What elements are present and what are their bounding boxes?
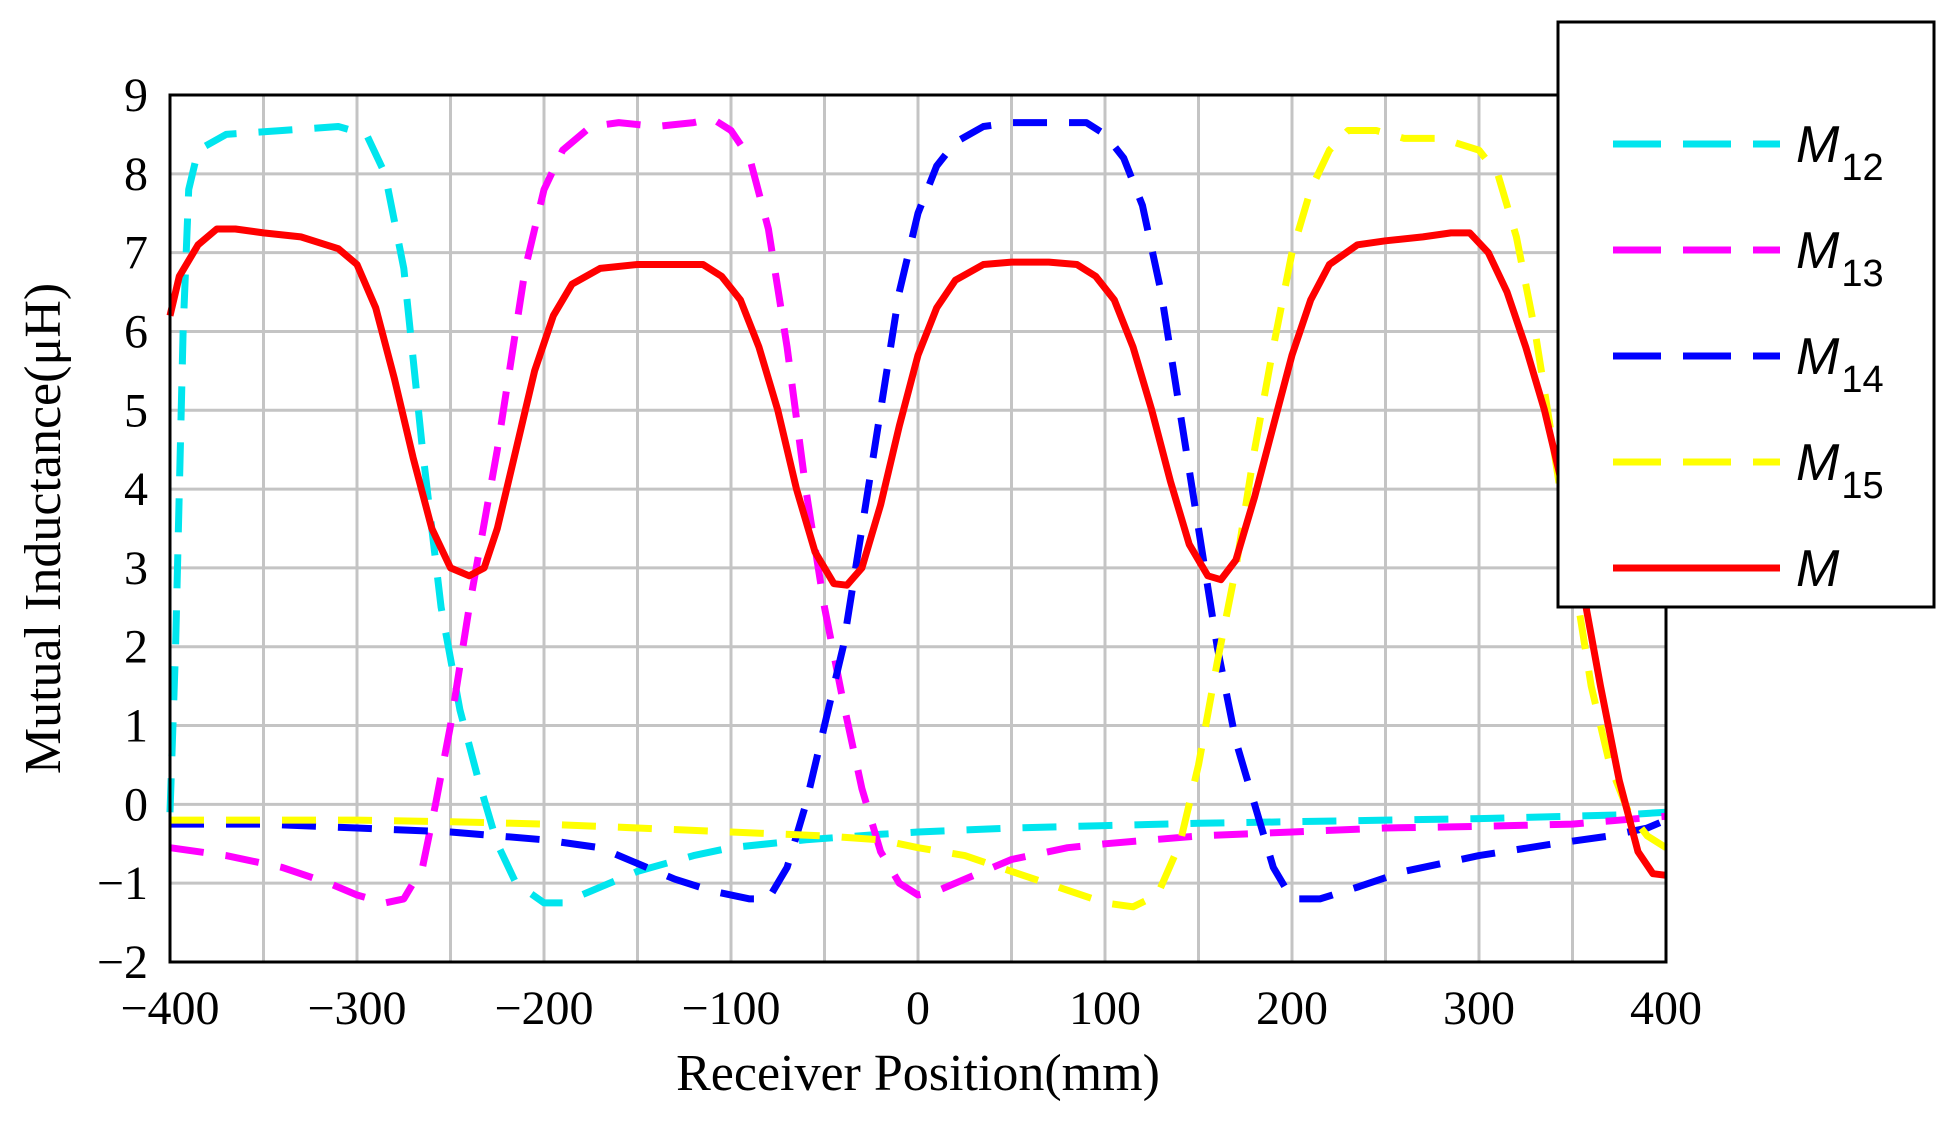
legend-subscript: 14 [1841, 359, 1883, 401]
legend-subscript: 12 [1841, 147, 1883, 189]
y-tick-label: −2 [97, 936, 148, 989]
y-tick-label: 7 [124, 227, 148, 280]
series-line-m12 [166, 123, 1667, 907]
x-tick-label: −300 [307, 982, 406, 1035]
y-tick-label: 9 [124, 69, 148, 122]
legend-subscript: 15 [1841, 465, 1883, 507]
series-line-m14 [170, 119, 1668, 903]
y-tick-label: 1 [124, 700, 148, 753]
series-line-m [166, 225, 1667, 879]
x-tick-label: 400 [1630, 982, 1702, 1035]
grid [168, 93, 1668, 964]
y-tick-label: 6 [124, 305, 148, 358]
x-axis-ticks: −400 −300 −200 −100 0 100 200 300 400 [120, 982, 1702, 1035]
series-line-m13 [169, 115, 1667, 907]
y-axis-title: Mutual Inductance(μH) [15, 283, 72, 774]
y-tick-label: −1 [97, 857, 148, 910]
y-tick-label: 0 [124, 778, 148, 831]
legend-subscript: 13 [1841, 253, 1883, 295]
y-axis-ticks: −2 −1 0 1 2 3 4 5 6 7 8 9 [97, 69, 148, 989]
y-tick-label: 3 [124, 542, 148, 595]
legend-label-m: M [1796, 540, 1840, 598]
x-tick-label: 100 [1069, 982, 1141, 1035]
legend-box [1556, 20, 1936, 609]
y-tick-label: 2 [124, 621, 148, 674]
series-lines [166, 115, 1668, 911]
x-tick-label: 200 [1256, 982, 1328, 1035]
y-tick-label: 8 [124, 148, 148, 201]
x-axis-title: Receiver Position(mm) [676, 1045, 1160, 1102]
x-tick-label: 300 [1443, 982, 1515, 1035]
x-tick-label: −400 [120, 982, 219, 1035]
x-tick-label: −100 [681, 982, 780, 1035]
y-tick-label: 5 [124, 384, 148, 437]
y-tick-label: 4 [124, 463, 148, 516]
x-tick-label: −200 [494, 982, 593, 1035]
x-tick-label: 0 [906, 982, 930, 1035]
